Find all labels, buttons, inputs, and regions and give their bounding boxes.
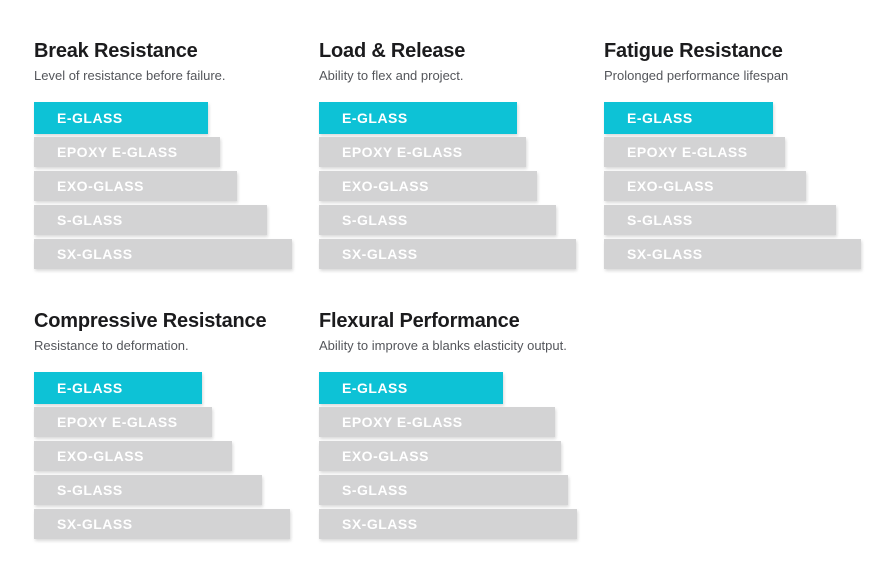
- chart-title: Compressive Resistance: [34, 310, 267, 332]
- bar-label: EPOXY E-GLASS: [342, 414, 463, 430]
- bar-label: EXO-GLASS: [57, 178, 144, 194]
- bar-label: EPOXY E-GLASS: [627, 144, 748, 160]
- chart-subtitle: Resistance to deformation.: [34, 338, 189, 353]
- bar-s-glass: S-GLASS: [319, 205, 556, 235]
- bar-label: EPOXY E-GLASS: [342, 144, 463, 160]
- bar-label: EPOXY E-GLASS: [57, 144, 178, 160]
- bar-sx-glass: SX-GLASS: [604, 239, 861, 269]
- bar-sx-glass: SX-GLASS: [34, 239, 292, 269]
- bar-label: EXO-GLASS: [57, 448, 144, 464]
- bar-epoxy-e-glass: EPOXY E-GLASS: [319, 407, 555, 437]
- bar-label: SX-GLASS: [57, 246, 133, 262]
- bar-label: SX-GLASS: [342, 516, 418, 532]
- bar-e-glass: E-GLASS: [604, 102, 773, 134]
- bar-epoxy-e-glass: EPOXY E-GLASS: [34, 137, 220, 167]
- bar-e-glass: E-GLASS: [34, 102, 208, 134]
- chart-load-release: Load & Release Ability to flex and proje…: [319, 40, 589, 273]
- chart-subtitle: Level of resistance before failure.: [34, 68, 226, 83]
- bar-label: S-GLASS: [57, 212, 123, 228]
- bar-exo-glass: EXO-GLASS: [34, 441, 232, 471]
- bar-label: S-GLASS: [57, 482, 123, 498]
- bar-label: SX-GLASS: [342, 246, 418, 262]
- chart-title: Load & Release: [319, 40, 466, 62]
- bar-label: S-GLASS: [627, 212, 693, 228]
- chart-title: Flexural Performance: [319, 310, 520, 332]
- chart-title: Break Resistance: [34, 40, 198, 62]
- bar-group: E-GLASS EPOXY E-GLASS EXO-GLASS S-GLASS …: [319, 372, 589, 539]
- bar-s-glass: S-GLASS: [604, 205, 836, 235]
- bar-label: SX-GLASS: [57, 516, 133, 532]
- bar-group: E-GLASS EPOXY E-GLASS EXO-GLASS S-GLASS …: [34, 102, 304, 269]
- bar-group: E-GLASS EPOXY E-GLASS EXO-GLASS S-GLASS …: [34, 372, 304, 539]
- bar-label: S-GLASS: [342, 482, 408, 498]
- bar-label: E-GLASS: [627, 110, 693, 126]
- bar-group: E-GLASS EPOXY E-GLASS EXO-GLASS S-GLASS …: [604, 102, 874, 269]
- bar-label: EXO-GLASS: [342, 448, 429, 464]
- bar-s-glass: S-GLASS: [319, 475, 568, 505]
- bar-label: E-GLASS: [57, 110, 123, 126]
- bar-exo-glass: EXO-GLASS: [319, 171, 537, 201]
- bar-group: E-GLASS EPOXY E-GLASS EXO-GLASS S-GLASS …: [319, 102, 589, 269]
- bar-sx-glass: SX-GLASS: [34, 509, 290, 539]
- bar-exo-glass: EXO-GLASS: [319, 441, 561, 471]
- bar-label: EXO-GLASS: [627, 178, 714, 194]
- bar-exo-glass: EXO-GLASS: [34, 171, 237, 201]
- bar-e-glass: E-GLASS: [34, 372, 202, 404]
- chart-title: Fatigue Resistance: [604, 40, 783, 62]
- bar-label: E-GLASS: [342, 110, 408, 126]
- bar-epoxy-e-glass: EPOXY E-GLASS: [604, 137, 785, 167]
- chart-subtitle: Ability to improve a blanks elasticity o…: [319, 338, 567, 353]
- bar-s-glass: S-GLASS: [34, 475, 262, 505]
- bar-exo-glass: EXO-GLASS: [604, 171, 806, 201]
- chart-flexural-performance: Flexural Performance Ability to improve …: [319, 310, 589, 543]
- bar-e-glass: E-GLASS: [319, 372, 503, 404]
- bar-label: S-GLASS: [342, 212, 408, 228]
- chart-break-resistance: Break Resistance Level of resistance bef…: [34, 40, 304, 273]
- chart-subtitle: Ability to flex and project.: [319, 68, 464, 83]
- bar-label: E-GLASS: [57, 380, 123, 396]
- bar-sx-glass: SX-GLASS: [319, 239, 576, 269]
- bar-sx-glass: SX-GLASS: [319, 509, 577, 539]
- bar-label: E-GLASS: [342, 380, 408, 396]
- bar-s-glass: S-GLASS: [34, 205, 267, 235]
- chart-fatigue-resistance: Fatigue Resistance Prolonged performance…: [604, 40, 874, 273]
- bar-e-glass: E-GLASS: [319, 102, 517, 134]
- bar-epoxy-e-glass: EPOXY E-GLASS: [319, 137, 526, 167]
- bar-label: EXO-GLASS: [342, 178, 429, 194]
- bar-epoxy-e-glass: EPOXY E-GLASS: [34, 407, 212, 437]
- chart-compressive-resistance: Compressive Resistance Resistance to def…: [34, 310, 304, 543]
- chart-subtitle: Prolonged performance lifespan: [604, 68, 789, 83]
- bar-label: EPOXY E-GLASS: [57, 414, 178, 430]
- bar-label: SX-GLASS: [627, 246, 703, 262]
